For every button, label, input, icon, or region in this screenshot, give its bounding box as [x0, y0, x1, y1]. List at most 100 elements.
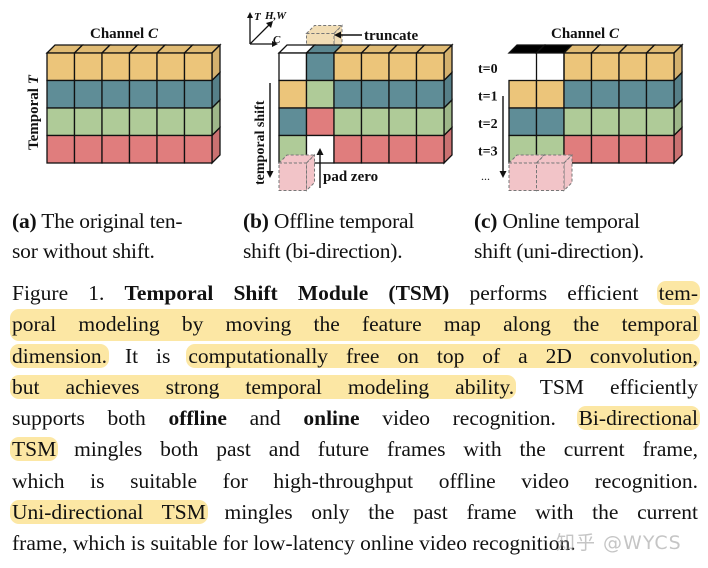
time-label-t3: t=3: [478, 145, 498, 160]
subcaption-b: (b) Offline temporal shift (bi-direction…: [243, 206, 414, 266]
time-label-t1: t=1: [478, 90, 498, 105]
tensor-cell: [590, 107, 620, 137]
tensor-cell: [183, 107, 213, 137]
caption-text: video recognition.: [382, 406, 556, 431]
tensor-cell: [305, 52, 335, 82]
tensor-original: [45, 43, 222, 165]
tensor-cell: [415, 107, 445, 137]
caption-text: supports both: [12, 406, 146, 431]
caption-text: mingles only the past frame with the cur…: [224, 500, 698, 525]
subcaption-c: (c) Online temporal shift (uni-direction…: [474, 206, 644, 266]
caption-text: mingles both past and future frames with…: [74, 437, 699, 462]
tensor-cell: [278, 107, 308, 137]
tensor-cell: [563, 52, 593, 82]
tensor-cell: [360, 52, 390, 82]
pad-zero-label: pad zero: [323, 169, 378, 185]
caption-prefix: Figure 1.: [12, 281, 105, 305]
tensor-cell: [333, 134, 363, 164]
tensor-cell: [46, 134, 76, 164]
tensor-cell: [388, 107, 418, 137]
caption-line-6: TSM mingles both past and future frames …: [10, 434, 699, 465]
tensor-cell: [535, 107, 565, 137]
time-arrow-icon: [499, 96, 507, 178]
temporal-shift-arrow-icon: [266, 83, 274, 178]
caption-line-7: which is suitable for high-throughput of…: [12, 468, 698, 493]
tensor-cell: [128, 107, 158, 137]
tensor-cell: [508, 107, 538, 137]
caption-line-2: poral modeling by moving the feature map…: [10, 309, 700, 341]
pad-cube: [535, 153, 574, 192]
tensor-cell: [360, 107, 390, 137]
highlight: dimension.: [10, 343, 109, 368]
tensor-cell: [156, 52, 186, 82]
highlight: Uni-directional TSM: [10, 500, 208, 525]
subcaption-a: (a) The original ten- sor without shift.: [12, 206, 183, 266]
caption-line-9: frame, which is suitable for low-latency…: [12, 531, 576, 556]
tensor-cell: [563, 107, 593, 137]
tensor-cell: [508, 79, 538, 109]
tensor-offline-shift: [277, 43, 454, 165]
subcaption-a-line1: The original ten-: [41, 209, 183, 233]
tensor-cell: [73, 134, 103, 164]
watermark: 知乎 @WYCS: [556, 532, 682, 554]
caption-line-5: supports both offline and online video r…: [12, 403, 700, 434]
tensor-cell: [128, 52, 158, 82]
tensor-cell: [618, 134, 648, 164]
channel-label-c: Channel C: [551, 26, 620, 42]
pad-cube: [277, 153, 316, 192]
tensor-cell: [618, 79, 648, 109]
axis-hw-label: H,W: [264, 10, 287, 22]
caption-bold-online: online: [303, 406, 360, 431]
tensor-online-shift: [507, 43, 684, 165]
ellipsis-label: ...: [481, 169, 490, 183]
pad-arrow-icon: [316, 148, 324, 188]
subcaption-c-line1: Online temporal: [502, 209, 640, 233]
tensor-cell: [156, 79, 186, 109]
tensor-cell: [101, 134, 131, 164]
tensor-cell: [183, 79, 213, 109]
caption-title: Temporal Shift Module (TSM): [124, 281, 450, 305]
caption-text: and: [249, 406, 281, 431]
tensor-cell: [645, 107, 675, 137]
tensor-cell: [645, 79, 675, 109]
caption-line-4: but achieves strong temporal modeling ab…: [10, 372, 698, 403]
tsm-diagram: Channel C Temporal T T H,W C truncate pad zero…: [26, 10, 684, 192]
tensor-cell: [333, 52, 363, 82]
caption-text: It is: [124, 343, 171, 368]
caption-bold-offline: offline: [168, 406, 227, 431]
highlight: tem-: [656, 281, 701, 305]
tensor-cell: [128, 134, 158, 164]
tensor-cell: [46, 79, 76, 109]
tensor-cell: [388, 79, 418, 109]
tensor-cell: [415, 52, 445, 82]
subcaption-c-tag: (c): [474, 209, 498, 233]
axes-icon: [247, 12, 278, 47]
subcaption-a-tag: (a): [12, 209, 37, 233]
caption-line-8: Uni-directional TSM mingles only the pas…: [10, 497, 698, 528]
tensor-cell: [563, 79, 593, 109]
caption-text: performs efficient: [469, 281, 639, 305]
figure-caption: Figure 1. Temporal Shift Module (TSM) pe…: [10, 278, 701, 560]
channel-label-a: Channel C: [90, 26, 159, 42]
tensor-cell: [305, 79, 335, 109]
tensor-cell: [46, 52, 76, 82]
tensor-cell: [618, 107, 648, 137]
empty-slots: [535, 53, 565, 81]
tensor-cell: [645, 134, 675, 164]
caption-line-1: Figure 1. Temporal Shift Module (TSM) pe…: [12, 278, 701, 309]
tensor-cell: [535, 79, 565, 109]
tensor-cell: [415, 79, 445, 109]
tensor-cell: [645, 52, 675, 82]
subcaption-a-line2: sor without shift.: [12, 239, 155, 263]
tensor-cell: [388, 134, 418, 164]
tensor-cell: [101, 107, 131, 137]
truncate-arrow-icon: [334, 31, 362, 39]
tensor-cell: [360, 134, 390, 164]
tensor-cell: [415, 134, 445, 164]
subcaption-b-line2: shift (bi-direction).: [243, 239, 403, 263]
caption-text: TSM efficiently: [539, 374, 698, 399]
highlight: Bi-directional: [576, 406, 700, 431]
tensor-cell: [305, 107, 335, 137]
caption-line-3: dimension. It is computationally free on…: [10, 341, 700, 372]
highlight: but achieves strong temporal modeling ab…: [10, 374, 517, 399]
